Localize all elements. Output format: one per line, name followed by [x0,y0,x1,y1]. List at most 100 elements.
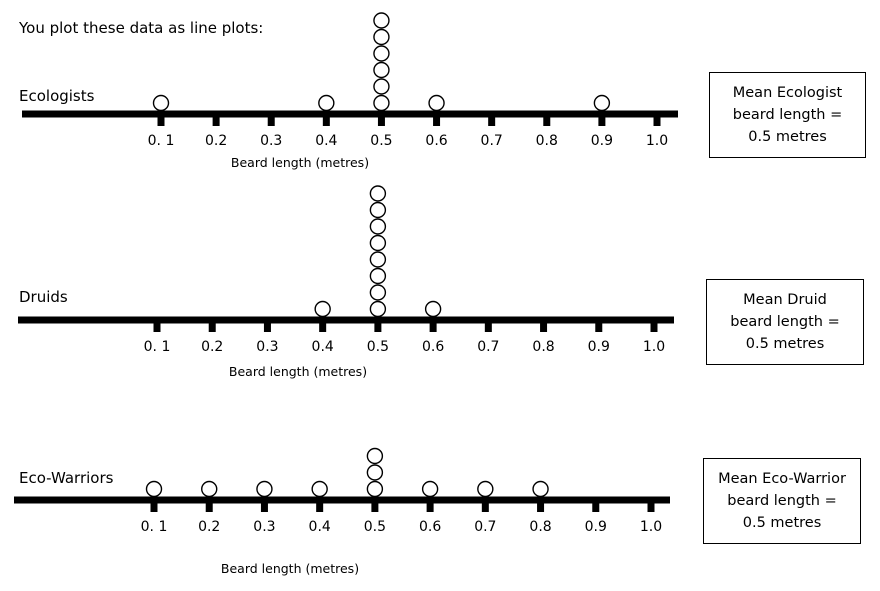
x-tick [208,323,216,332]
data-point [311,480,328,498]
x-tick [598,117,606,126]
x-tick [374,323,382,332]
x-axis-label: Beard length (metres) [229,364,367,379]
x-tick [595,323,603,332]
x-tick [316,503,324,512]
data-point [424,300,442,318]
x-tick-label: 0.6 [419,519,441,535]
x-tick-label: 0. 1 [144,339,171,355]
data-point [373,45,390,62]
x-tick-label: 0.8 [529,519,551,535]
mean-eco-warrior-box: Mean Eco-Warrior beard length = 0.5 metr… [703,458,861,544]
data-point [314,300,331,318]
x-tick-label: 1.0 [643,339,665,355]
data-point [477,480,494,498]
x-tick [150,503,158,512]
x-tick [377,117,385,126]
mean-box-line: beard length = [732,107,843,123]
x-tick-label: 0.8 [536,133,558,149]
x-tick [650,323,658,332]
x-tick-label: 0.4 [309,519,331,535]
x-tick [263,323,271,332]
x-tick [157,117,165,126]
x-tick-label: 0.2 [205,133,227,149]
data-point [373,78,390,95]
x-tick-label: 0.5 [364,519,386,535]
x-tick [153,323,161,332]
data-point [593,94,611,112]
mean-box-line: 0.5 metres [742,515,822,531]
data-point [369,201,387,219]
data-point [366,464,384,481]
x-tick-label: 0.2 [198,519,220,535]
data-point [532,480,549,498]
mean-box-line: Mean Druid [743,292,827,308]
data-point [201,480,218,498]
panel-title: Druids [19,288,68,306]
mean-box-line: beard length = [730,314,840,330]
x-tick-label: 0.3 [260,133,282,149]
panel-title: Eco-Warriors [19,469,114,487]
x-tick-label: 0.4 [312,339,334,355]
data-point [373,94,390,112]
x-tick [429,323,437,332]
x-tick-label: 0.4 [315,133,337,149]
data-point [369,284,387,301]
x-tick-label: 0.9 [588,339,610,355]
x-tick-label: 0.3 [256,339,278,355]
data-point [421,480,439,498]
x-tick-label: 0. 1 [148,133,175,149]
data-point [366,447,384,465]
data-point [369,185,387,202]
data-point [366,480,384,498]
x-tick [212,117,220,126]
x-tick [647,503,655,512]
mean-box-line: 0.5 metres [745,336,825,352]
mean-box-line: 0.5 metres [748,129,827,145]
x-tick [592,503,600,512]
x-tick [537,503,545,512]
data-point [373,12,390,29]
x-tick [426,503,434,512]
x-tick [540,323,548,332]
x-tick [267,117,275,126]
x-tick-label: 0.7 [474,519,496,535]
x-tick-label: 0.9 [585,519,607,535]
mean-box-line: Mean Eco-Warrior [718,471,846,487]
x-tick-label: 0.6 [422,339,444,355]
x-tick [433,117,441,126]
mean-ecologist-box: Mean Ecologist beard length = 0.5 metres [709,72,866,158]
x-tick-label: 0.5 [367,339,389,355]
data-point [369,234,387,252]
mean-box-line: Mean Ecologist [732,85,843,101]
panel-title: Ecologists [19,87,95,105]
x-tick [543,117,551,126]
x-tick [481,503,489,512]
data-point [369,267,387,285]
x-tick-label: 0.5 [370,133,392,149]
x-tick-label: 1.0 [646,133,668,149]
mean-druid-box: Mean Druid beard length = 0.5 metres [706,279,864,365]
x-tick-label: 0.3 [253,519,275,535]
x-tick-label: 0.9 [591,133,613,149]
data-point [428,94,445,112]
x-tick-label: 0.6 [425,133,447,149]
x-tick [371,503,379,512]
mean-box-line: beard length = [727,493,837,509]
data-point [152,94,170,112]
intro-text: You plot these data as line plots: [19,19,264,37]
x-tick-label: 1.0 [640,519,662,535]
x-tick-label: 0.7 [481,133,503,149]
data-point [318,94,335,112]
data-point [373,61,390,79]
data-point [145,480,163,498]
data-point [369,218,387,235]
x-tick-label: 0.7 [477,339,499,355]
data-point [256,480,273,498]
x-axis-label: Beard length (metres) [231,155,369,170]
x-tick [260,503,268,512]
x-tick [322,117,330,126]
data-point [369,300,387,318]
x-tick [319,323,327,332]
